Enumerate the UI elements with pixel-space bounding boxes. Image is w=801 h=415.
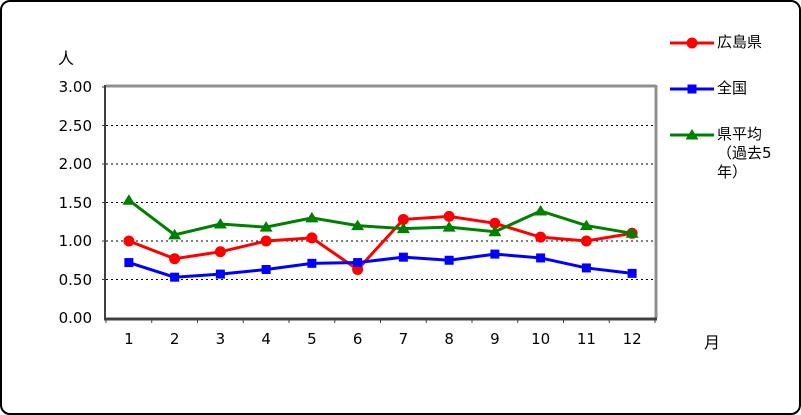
triangle-marker [534,204,548,216]
circle-marker [489,217,501,229]
series-line-1 [128,252,633,279]
x-tick-label: 6 [352,330,363,348]
y-tick-label: 1.50 [58,193,92,212]
circle-marker [443,210,455,222]
x-tick-label: 2 [169,330,180,348]
x-tick-label: 8 [444,330,454,348]
square-marker [307,258,317,268]
x-tick-label: 1 [124,330,134,348]
circle-marker [123,235,135,247]
x-tick-label: 10 [531,330,551,348]
legend-label-zenkoku: 全国 [717,79,748,97]
square-marker [170,272,180,282]
circle-marker [686,37,698,49]
x-tick-label: 7 [398,330,409,348]
triangle-marker [442,221,456,232]
square-marker [215,269,225,279]
triangle-marker [579,219,593,231]
circle-marker [214,246,226,258]
legend-label-kenheikin: 県平均（過去5年） [717,125,772,181]
triangle-marker [351,219,365,231]
circle-marker [580,235,592,247]
y-tick-label: 0.00 [58,309,92,327]
triangle-marker [685,129,699,140]
series-line-0 [128,214,633,272]
square-marker [261,264,271,274]
x-tick-label: 4 [261,330,271,348]
legend-marker-zenkoku-icon [670,81,714,96]
x-tick-label: 12 [622,330,642,348]
triangle-marker [213,218,227,229]
legend-item-hiroshima: 広島県 [670,33,775,52]
legend-marker-hiroshima-icon [670,35,714,50]
y-tick-label: 0.50 [58,270,92,289]
circle-marker [260,235,272,247]
legend-item-zenkoku: 全国 [670,79,775,98]
legend: 広島県 全国 県平均（過去5年） [670,33,775,209]
triangle-marker [488,225,502,237]
legend-item-kenheikin: 県平均（過去5年） [670,125,775,182]
x-tick-label: 5 [307,330,317,348]
triangle-marker [122,194,136,205]
x-tick-label: 9 [490,330,500,348]
circle-marker [397,213,409,225]
square-marker [353,258,363,268]
triangle-marker [259,221,273,232]
y-tick-label: 2.50 [58,116,92,135]
circle-marker [535,231,547,243]
square-marker [398,252,408,262]
triangle-marker [305,211,319,223]
series-line-2 [127,198,633,237]
triangle-marker [396,222,410,234]
legend-marker-kenheikin-icon [670,127,714,142]
x-axis-unit-label: 月 [704,333,721,352]
square-marker [536,253,546,263]
legend-label-hiroshima: 広島県 [717,33,763,51]
plot-svg [102,84,658,323]
y-tick-label: 1.00 [58,232,92,250]
square-marker [581,263,591,273]
square-marker [490,249,500,259]
square-marker [627,268,637,278]
y-tick-label: 3.00 [58,78,92,96]
circle-marker [306,232,318,244]
x-tick-label: 11 [576,330,596,348]
y-tick-label: 2.00 [58,155,92,173]
triangle-marker [625,227,639,238]
square-marker [687,84,697,94]
y-axis-unit-label: 人 [58,49,75,68]
circle-marker [169,253,181,265]
square-marker [444,255,454,265]
square-marker [124,258,134,268]
x-tick-label: 3 [215,330,226,348]
triangle-marker [168,228,182,240]
